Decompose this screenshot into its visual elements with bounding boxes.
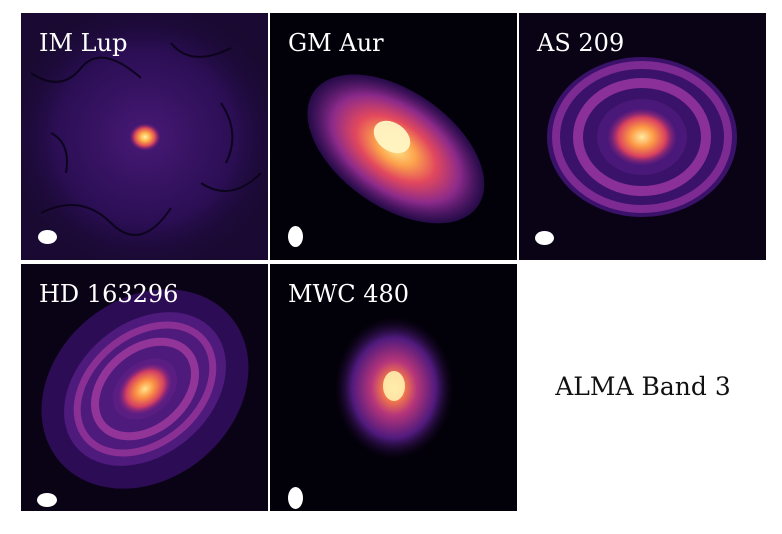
panel-gm-aur: GM Aur: [270, 13, 517, 260]
mwc-480-disk-image: [270, 264, 517, 511]
beam-ellipse: [288, 487, 303, 509]
beam-ellipse: [288, 226, 303, 247]
panel-label-as-209: AS 209: [537, 29, 625, 57]
panel-as-209: AS 209: [519, 13, 766, 260]
panel-mwc-480: MWC 480: [270, 264, 517, 511]
as-209-disk-image: [519, 13, 766, 260]
panel-im-lup: IM Lup: [21, 13, 268, 260]
panel-label-mwc-480: MWC 480: [288, 280, 410, 308]
im-lup-disk-image: [21, 13, 268, 260]
panel-label-gm-aur: GM Aur: [288, 29, 384, 57]
image-grid: IM Lup GM Aur: [21, 13, 767, 511]
hd-163296-disk-image: [21, 264, 268, 511]
gm-aur-disk-image: [270, 13, 517, 260]
panel-label-im-lup: IM Lup: [39, 29, 128, 57]
beam-ellipse: [38, 230, 57, 244]
caption-alma-band: ALMA Band 3: [555, 372, 731, 401]
panel-label-hd-163296: HD 163296: [39, 280, 179, 308]
panel-hd-163296: HD 163296: [21, 264, 268, 511]
beam-ellipse: [37, 493, 57, 507]
beam-ellipse: [535, 231, 554, 245]
